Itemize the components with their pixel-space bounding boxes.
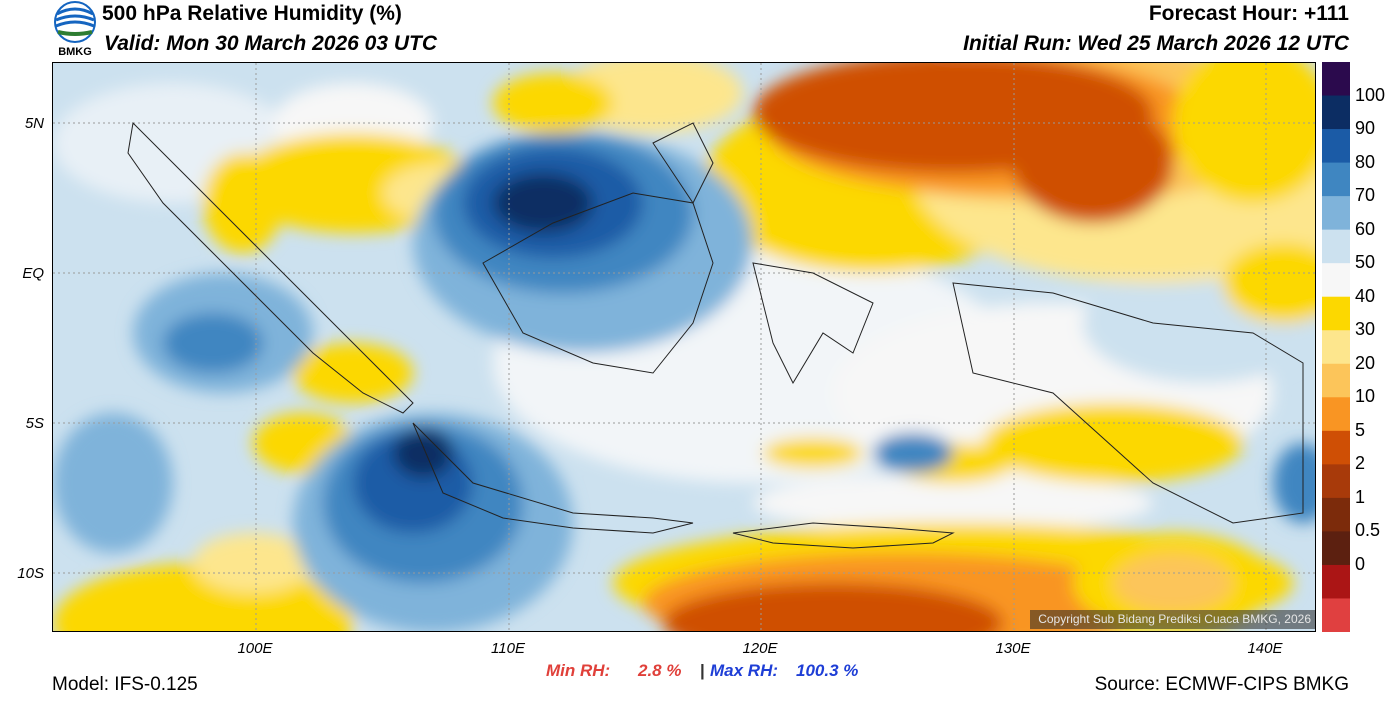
- lat-label-eq: EQ: [22, 265, 44, 282]
- lon-label-120e: 120E: [742, 640, 778, 657]
- colorbar-label: 90: [1355, 118, 1376, 139]
- lat-label-5n: 5N: [24, 115, 44, 132]
- colorbar-label: 0.5: [1355, 520, 1381, 541]
- colorbar-label: 5: [1355, 419, 1366, 440]
- logo-text: BMKG: [58, 46, 92, 58]
- colorbar-label: 2: [1355, 453, 1366, 474]
- chart-title: 500 hPa Relative Humidity (%): [102, 2, 402, 25]
- lat-label-10s: 10S: [17, 565, 44, 582]
- colorbar-label: 60: [1355, 218, 1376, 239]
- lat-label-5s: 5S: [25, 415, 44, 432]
- colorbar-label: 10: [1355, 386, 1376, 407]
- lon-label-110e: 110E: [491, 640, 525, 657]
- colorbar-label: 70: [1355, 185, 1376, 206]
- forecast-hour: Forecast Hour: +111: [1148, 2, 1349, 25]
- colorbar-segment: [1322, 263, 1350, 298]
- colorbar-segment: [1322, 296, 1350, 331]
- coastlines: [127, 121, 1304, 549]
- bmkg-logo: [52, 0, 98, 60]
- colorbar-label: 1: [1355, 486, 1366, 507]
- colorbar-segment: [1322, 196, 1350, 231]
- copyright-notice: Copyright Sub Bidang Prediksi Cuaca BMKG…: [1030, 610, 1315, 629]
- colorbar-label: 80: [1355, 151, 1376, 172]
- colorbar-segment: [1322, 430, 1350, 465]
- lon-label-100e: 100E: [237, 640, 273, 657]
- colorbar-label: 40: [1355, 285, 1376, 306]
- colorbar-segment: [1322, 598, 1350, 633]
- model-name: Model: IFS-0.125: [52, 674, 198, 695]
- colorbar: [1322, 62, 1350, 633]
- humidity-field: [53, 63, 1315, 631]
- colorbar-segment: [1322, 497, 1350, 532]
- colorbar-label: 100: [1355, 84, 1386, 105]
- min-rh-label: Min RH:: [546, 661, 611, 680]
- colorbar-segment: [1322, 330, 1350, 365]
- colorbar-label: 50: [1355, 252, 1376, 273]
- valid-time: Valid: Mon 30 March 2026 03 UTC: [104, 32, 437, 55]
- colorbar-segment: [1322, 363, 1350, 398]
- colorbar-label: 30: [1355, 319, 1376, 340]
- colorbar-segment: [1322, 162, 1350, 197]
- colorbar-segment: [1322, 95, 1350, 130]
- initial-run: Initial Run: Wed 25 March 2026 12 UTC: [963, 32, 1349, 55]
- lon-label-130e: 130E: [995, 640, 1031, 657]
- lon-label-140e: 140E: [1247, 640, 1283, 657]
- min-rh-value: 2.8 %: [638, 661, 682, 680]
- colorbar-segment: [1322, 464, 1350, 499]
- colorbar-segment: [1322, 229, 1350, 264]
- colorbar-segment: [1322, 397, 1350, 432]
- minmax-separator: |: [700, 661, 705, 680]
- data-source: Source: ECMWF-CIPS BMKG: [1094, 674, 1349, 695]
- max-rh-value: 100.3 %: [796, 661, 859, 680]
- max-rh-label: Max RH:: [710, 661, 779, 680]
- colorbar-segment: [1322, 129, 1350, 164]
- colorbar-segment: [1322, 62, 1350, 97]
- colorbar-segment: [1322, 531, 1350, 566]
- colorbar-segment: [1322, 564, 1350, 599]
- colorbar-label: 20: [1355, 352, 1376, 373]
- colorbar-label: 0: [1355, 553, 1366, 574]
- humidity-map[interactable]: Copyright Sub Bidang Prediksi Cuaca BMKG…: [52, 62, 1316, 632]
